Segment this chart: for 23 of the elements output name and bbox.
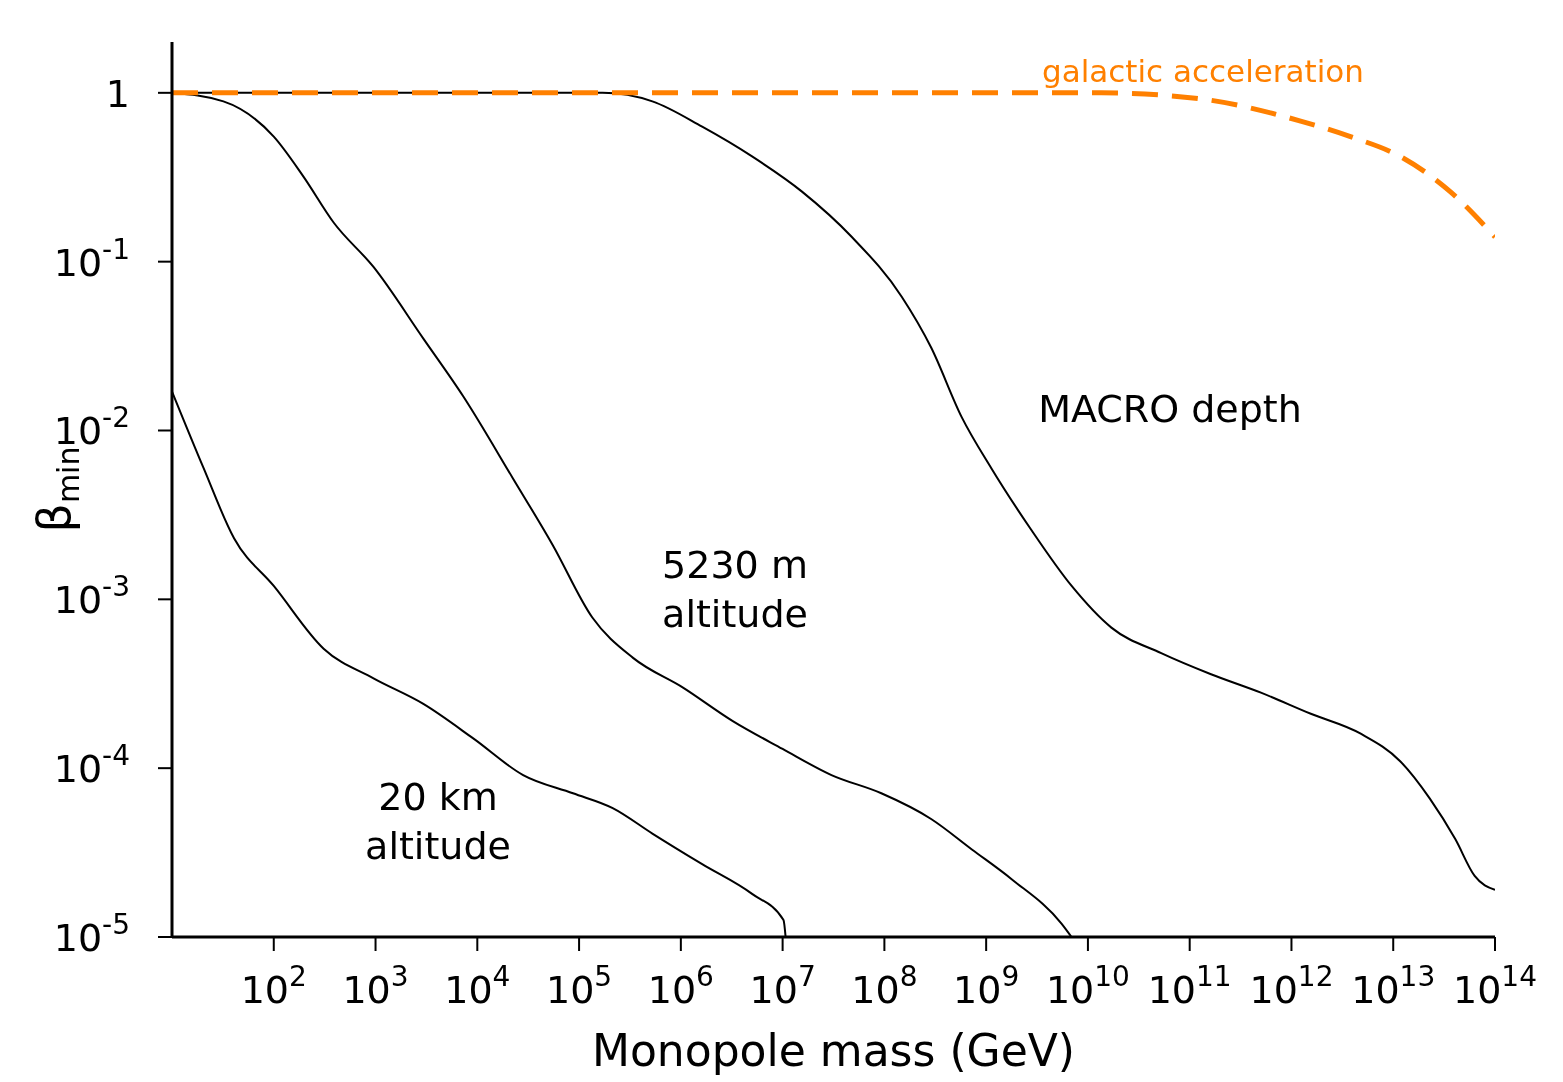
x-tick-label: 10$^{10}$ (1045, 960, 1130, 1012)
x-tick-label: 10$^{5}$ (545, 960, 613, 1012)
x-tick-label: 10$^{11}$ (1147, 960, 1232, 1012)
y-tick-label: 1 (105, 71, 130, 116)
x-axis-title: Monopole mass (GeV) (591, 1025, 1076, 1076)
series-label: 20 km altitude (365, 775, 511, 869)
x-tick-label: 10$^{14}$ (1453, 960, 1537, 1012)
x-tick-label: 10$^{4}$ (444, 960, 511, 1012)
x-tick-label: 10$^{7}$ (749, 960, 816, 1012)
x-tick-label: 10$^{3}$ (342, 960, 409, 1012)
y-tick-label: 10$^{-3}$ (53, 570, 130, 623)
y-tick-label: 10$^{-4}$ (53, 739, 130, 792)
x-tick-label: 10$^{13}$ (1351, 960, 1436, 1012)
y-tick-label: 10$^{-5}$ (53, 908, 130, 960)
x-tick-label: 10$^{9}$ (953, 960, 1020, 1012)
x-tick-label: 10$^{2}$ (240, 960, 307, 1012)
x-tick-label: 10$^{12}$ (1249, 960, 1334, 1012)
series-label: 5230 m altitude (662, 543, 808, 637)
x-tick-label: 10$^{6}$ (647, 960, 714, 1012)
x-tick-label: 10$^{8}$ (851, 960, 918, 1012)
series-label: MACRO depth (1038, 387, 1302, 431)
series-label: galactic acceleration (1042, 53, 1364, 89)
y-tick-label: 10$^{-1}$ (53, 232, 130, 285)
